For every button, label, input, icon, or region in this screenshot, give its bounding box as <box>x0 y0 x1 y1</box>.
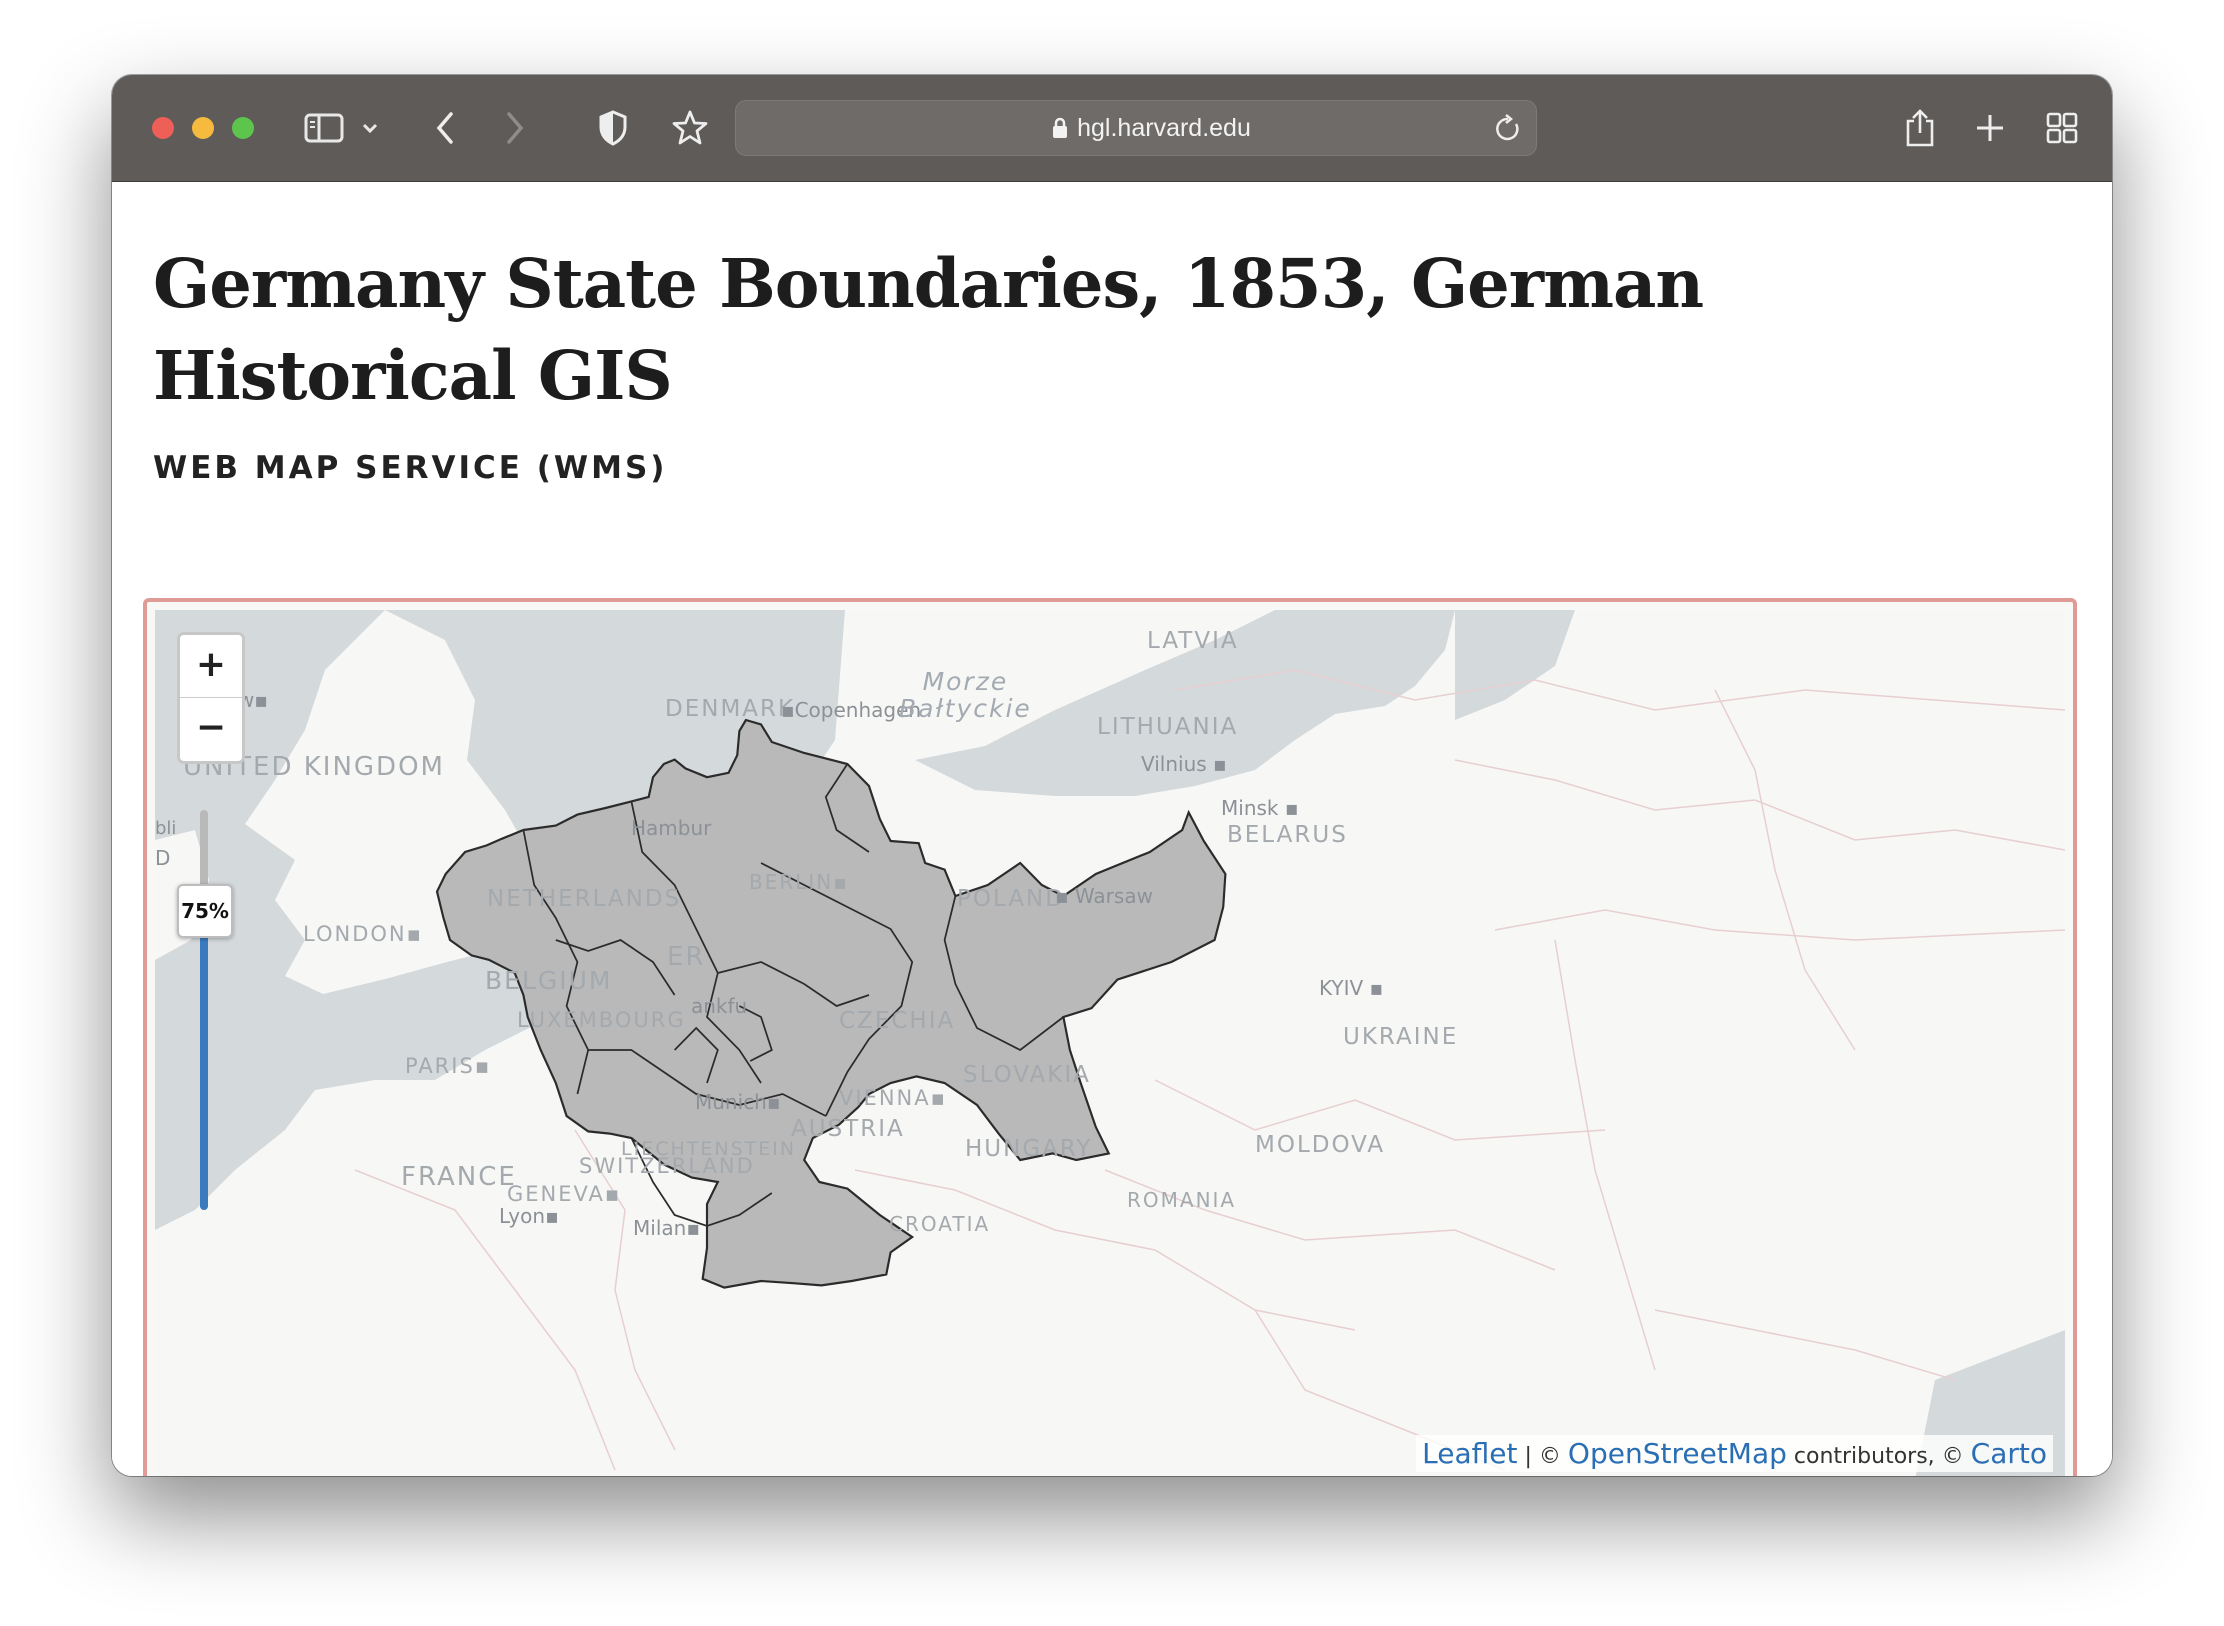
label-romania: ROMANIA <box>1127 1188 1237 1212</box>
label-germany: ER <box>667 942 706 972</box>
star-icon[interactable] <box>670 105 710 151</box>
label-poland: POLAND <box>957 886 1065 912</box>
new-tab-icon[interactable] <box>1970 105 2010 151</box>
label-london: LONDON▪ <box>303 922 423 946</box>
label-hungary: HUNGARY <box>965 1136 1093 1162</box>
openstreetmap-link[interactable]: OpenStreetMap <box>1567 1437 1787 1470</box>
zoom-in-button[interactable]: + <box>180 635 242 698</box>
label-latvia: LATVIA <box>1147 628 1239 654</box>
page-title: Germany State Boundaries, 1853, German H… <box>153 244 1704 415</box>
label-austria: AUSTRIA <box>791 1116 905 1142</box>
page-content: Germany State Boundaries, 1853, German H… <box>112 182 2112 1476</box>
reload-icon[interactable] <box>1494 113 1522 148</box>
chevron-down-icon[interactable] <box>358 105 382 151</box>
carto-link[interactable]: Carto <box>1970 1437 2047 1470</box>
shield-icon[interactable] <box>595 105 631 151</box>
label-hamburg: Hambur <box>631 816 712 840</box>
leaflet-link[interactable]: Leaflet <box>1422 1437 1518 1470</box>
back-icon[interactable] <box>430 105 460 151</box>
attribution-contributors: contributors, © <box>1786 1444 1971 1469</box>
lock-icon <box>1053 117 1068 138</box>
map-frame: LATVIA LITHUANIA Vilnius ▪ Minsk ▪ BELAR… <box>143 598 2077 1476</box>
label-minsk: Minsk ▪ <box>1221 796 1299 820</box>
minimize-window-button[interactable] <box>192 117 214 139</box>
label-munich: Munich▪ <box>695 1090 781 1114</box>
opacity-slider-fill <box>200 910 208 1210</box>
wms-map[interactable]: LATVIA LITHUANIA Vilnius ▪ Minsk ▪ BELAR… <box>155 610 2065 1476</box>
browser-toolbar: hgl.harvard.edu <box>112 75 2112 182</box>
browser-window: hgl.harvard.edu Germany State Boundaries… <box>112 75 2112 1476</box>
url-text: hgl.harvard.edu <box>736 101 1536 155</box>
url-label: hgl.harvard.edu <box>1077 114 1251 142</box>
label-baltic-sea: Morze Bałtyckie <box>899 667 1032 723</box>
label-luxembourg: LUXEMBOURG <box>517 1008 686 1032</box>
state-boundaries <box>155 610 2065 1476</box>
forward-icon[interactable] <box>500 105 530 151</box>
label-croatia: CROATIA <box>889 1212 991 1236</box>
attribution-separator: | © <box>1517 1444 1568 1469</box>
label-switzerland: SWITZERLAND <box>579 1154 755 1178</box>
close-window-button[interactable] <box>152 117 174 139</box>
label-liechtenstein: LIECHTENSTEIN <box>621 1138 797 1160</box>
label-denmark: DENMARK <box>665 696 796 722</box>
label-kyiv: KYIV ▪ <box>1319 976 1384 1000</box>
label-left-partial-1: bli <box>155 818 177 839</box>
label-paris: PARIS▪ <box>405 1054 492 1078</box>
label-slovakia: SLOVAKIA <box>963 1062 1091 1088</box>
zoom-out-button[interactable]: − <box>180 698 242 760</box>
label-ukraine: UKRAINE <box>1343 1024 1459 1050</box>
label-netherlands: NETHERLANDS <box>487 886 682 912</box>
label-milan: Milan▪ <box>633 1216 700 1240</box>
label-warsaw: ▪ Warsaw <box>1055 884 1153 908</box>
zoom-control: + − <box>177 632 245 764</box>
label-moldova: MOLDOVA <box>1255 1132 1386 1158</box>
address-bar[interactable]: hgl.harvard.edu <box>735 100 1537 156</box>
label-left-partial-2: D <box>155 846 171 870</box>
tab-overview-icon[interactable] <box>2042 105 2082 151</box>
label-belarus: BELARUS <box>1227 822 1348 848</box>
maximize-window-button[interactable] <box>232 117 254 139</box>
share-icon[interactable] <box>1900 105 1940 151</box>
label-berlin: BERLIN▪ <box>749 870 849 894</box>
label-lyon: Lyon▪ <box>499 1204 559 1228</box>
label-copenhagen: ▪Copenhagen <box>781 698 922 722</box>
label-france: FRANCE <box>401 1162 517 1192</box>
label-frankfurt: ankfu <box>691 994 748 1018</box>
label-vilnius: Vilnius ▪ <box>1141 752 1227 776</box>
label-belgium: BELGIUM <box>485 966 613 995</box>
label-geneva: GENEVA▪ <box>507 1182 622 1206</box>
opacity-slider-handle[interactable]: 75% <box>177 884 233 938</box>
label-vienna: VIENNA▪ <box>839 1086 947 1110</box>
label-czechia: CZECHIA <box>839 1008 956 1034</box>
map-attribution: Leaflet | © OpenStreetMap contributors, … <box>1416 1435 2053 1472</box>
section-heading: WEB MAP SERVICE (WMS) <box>153 450 668 486</box>
sidebar-icon[interactable] <box>302 105 346 151</box>
label-lithuania: LITHUANIA <box>1097 714 1239 740</box>
